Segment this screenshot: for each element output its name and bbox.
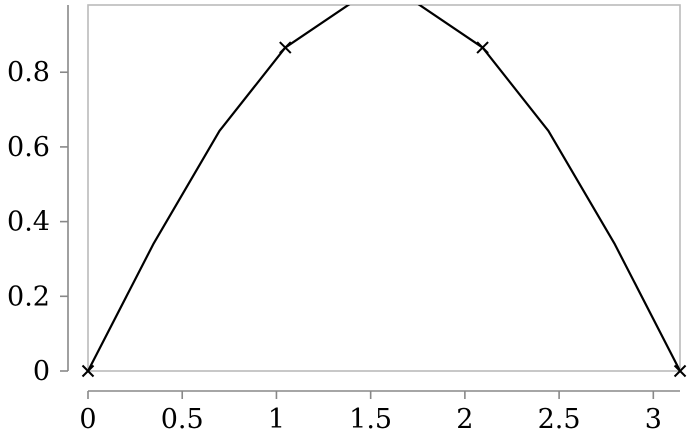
- x-tick-label: 3: [645, 404, 662, 435]
- data-point-marker: [476, 41, 489, 54]
- x-tick-label: 1.5: [349, 404, 392, 435]
- x-tick-label: 0: [79, 404, 96, 435]
- y-axis-ticks: 0 0.2 0.4 0.6 0.8: [7, 57, 68, 387]
- plot-frame: [87, 4, 681, 372]
- y-tick-label: 0.2: [7, 281, 50, 312]
- y-tick-label: 0.6: [7, 132, 50, 163]
- x-tick-label: 0.5: [161, 404, 204, 435]
- data-point-marker: [673, 364, 687, 378]
- x-tick-label: 2: [456, 404, 473, 435]
- y-tick-label: 0: [33, 356, 50, 387]
- series-layer: [88, 5, 680, 371]
- data-point-marker: [279, 41, 292, 54]
- y-tick-label: 0.8: [7, 57, 50, 88]
- y-tick-label: 0.4: [7, 207, 50, 238]
- x-axis-ticks: 0 0.5 1 1.5 2 2.5 3: [79, 391, 662, 435]
- data-point-marker: [81, 364, 95, 378]
- x-tick-label: 1: [268, 404, 285, 435]
- marker-layer: [81, 41, 687, 378]
- series-line: [88, 5, 680, 371]
- x-tick-label: 2.5: [538, 404, 581, 435]
